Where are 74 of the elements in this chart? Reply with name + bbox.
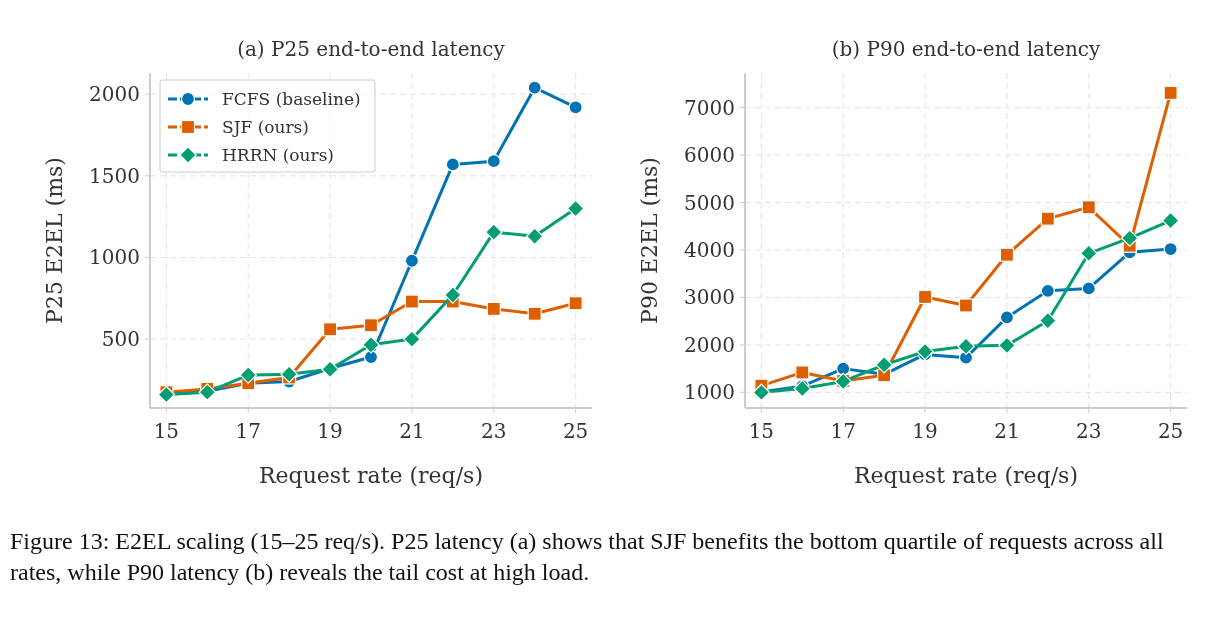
point: [916, 342, 934, 361]
point: [836, 361, 851, 376]
caption: Figure 13: E2EL scaling (15–25 req/s). P25 latency (a) shows that SJF benefits the bottom quartile of requests across all rates, while P90 latency (b) reveals the tail cost at high load.: [9, 527, 1165, 587]
x-tick-label: 23: [481, 419, 507, 443]
y-tick-label: 6000: [684, 143, 735, 168]
y-tick-label: 1500: [89, 163, 140, 188]
point: [875, 356, 893, 374]
x-tick-label: 21: [399, 419, 425, 443]
point: [1081, 281, 1096, 296]
x-tick-label: 19: [912, 419, 938, 443]
point: [1080, 244, 1098, 263]
x-tick-label: 23: [1076, 419, 1102, 443]
point: [486, 154, 501, 169]
point: [566, 199, 585, 218]
x-tick-label: 21: [994, 419, 1020, 443]
y-tick-label: 5000: [684, 190, 735, 215]
x-tick-label: 15: [748, 419, 775, 443]
x-tick-label: 25: [562, 419, 589, 443]
point: [444, 286, 462, 304]
y-tick-label: 1000: [89, 245, 140, 270]
x-tick-label: 17: [830, 419, 856, 443]
point: [998, 336, 1016, 355]
x-axis-title: Request rate (req/s): [259, 463, 483, 488]
point: [568, 296, 583, 311]
point: [486, 301, 501, 316]
point: [1120, 229, 1139, 247]
y-axis-title: P90 E2EL (ms): [637, 157, 662, 324]
point: [362, 336, 380, 354]
point: [793, 379, 812, 398]
x-tick-label: 19: [317, 419, 343, 443]
point: [1163, 85, 1178, 101]
point: [795, 365, 810, 380]
point: [917, 289, 933, 305]
y-tick-label: 3000: [684, 285, 735, 310]
point: [1040, 283, 1055, 298]
legend-label: FCFS (baseline): [222, 89, 361, 109]
y-tick-label: 2000: [89, 82, 140, 107]
point: [404, 253, 420, 268]
point: [527, 80, 542, 95]
point: [1040, 211, 1055, 226]
point: [957, 337, 975, 356]
point: [445, 157, 460, 172]
point: [525, 227, 544, 245]
point: [485, 223, 503, 241]
chart-title: (a) P25 end-to-end latency: [237, 37, 506, 61]
point: [999, 247, 1015, 262]
point: [1163, 241, 1178, 257]
point: [404, 294, 420, 309]
y-tick-label: 7000: [684, 95, 735, 120]
point: [363, 349, 379, 365]
point: [527, 306, 542, 321]
y-tick-label: 4000: [684, 237, 735, 262]
chart-title: (b) P90 end-to-end latency: [831, 37, 1101, 61]
point: [1081, 200, 1096, 215]
legend-label: HRRN (ours): [222, 145, 335, 165]
y-axis-title: P25 E2EL (ms): [42, 157, 67, 324]
x-tick-label: 15: [153, 419, 180, 443]
y-tick-label: 1000: [684, 380, 735, 405]
x-tick-label: 17: [235, 419, 261, 443]
x-tick-label: 25: [1157, 419, 1184, 443]
point: [239, 366, 257, 384]
legend-label: SJF (ours): [222, 117, 309, 137]
point: [1161, 211, 1180, 230]
point: [1039, 311, 1057, 330]
point: [568, 100, 583, 115]
y-tick-label: 500: [101, 327, 140, 352]
x-axis-title: Request rate (req/s): [854, 463, 1078, 488]
y-tick-label: 2000: [684, 332, 735, 357]
point: [958, 298, 974, 313]
point: [322, 322, 338, 337]
point: [999, 310, 1015, 325]
point: [280, 365, 298, 383]
point: [363, 318, 379, 333]
point: [403, 330, 421, 348]
